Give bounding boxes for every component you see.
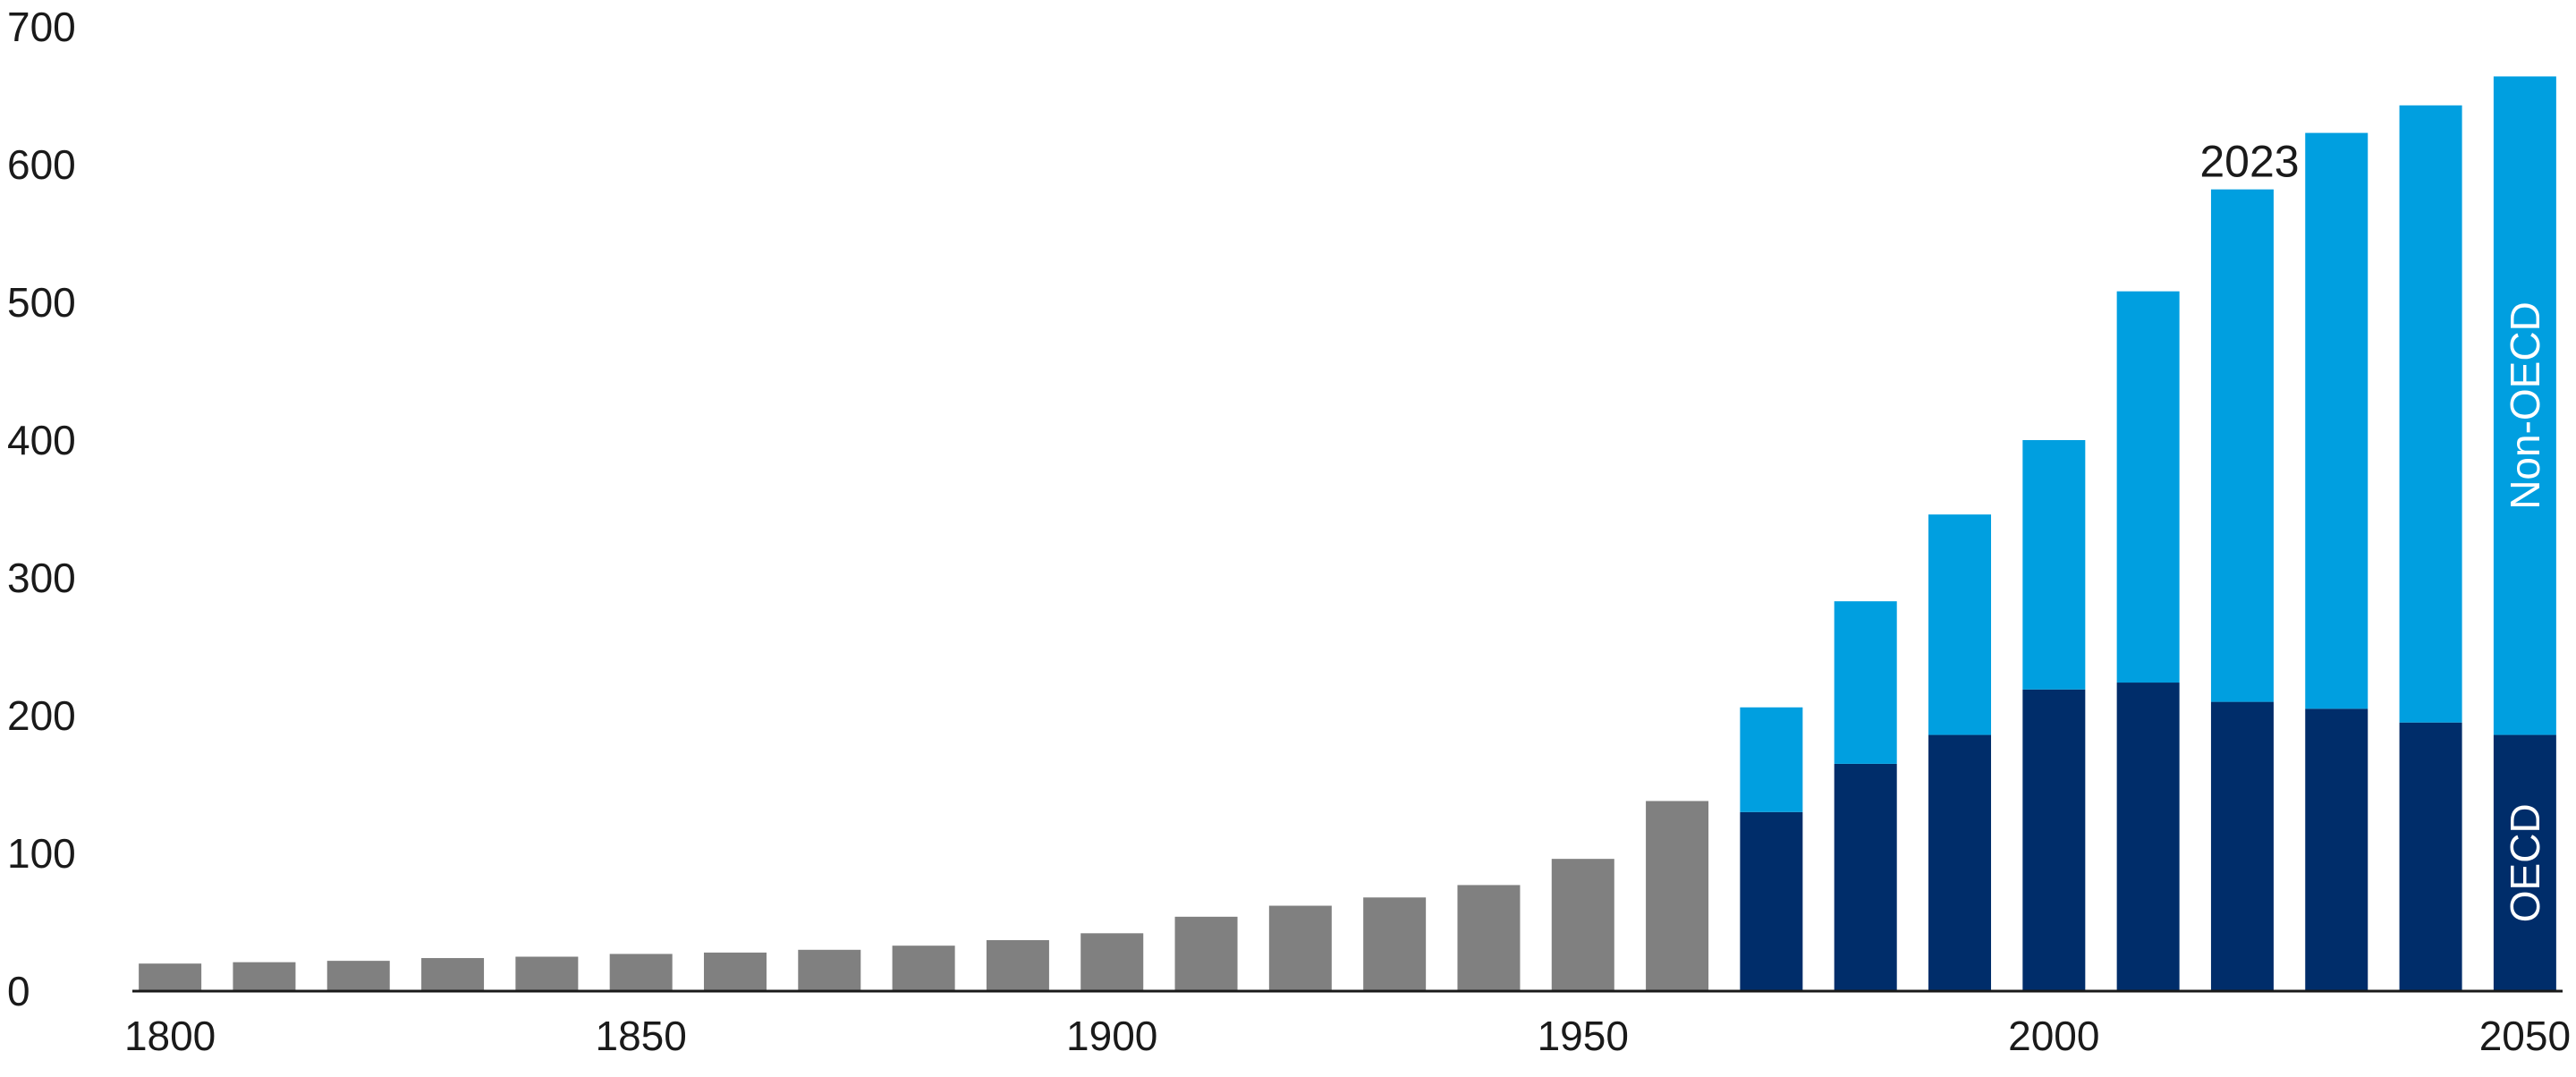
bar-historical [326, 961, 390, 991]
y-tick-label: 400 [7, 417, 76, 463]
bar-historical [609, 954, 673, 991]
bar-oecd [1834, 763, 1897, 991]
bar-historical [1080, 933, 1144, 991]
x-tick-label: 1950 [1538, 1013, 1629, 1059]
y-tick-label: 300 [7, 555, 76, 601]
annotation-2023: 2023 [2199, 137, 2299, 187]
x-tick-label: 2000 [2008, 1013, 2099, 1059]
bar-historical [703, 952, 767, 991]
bar-historical [233, 962, 296, 991]
y-tick-label: 200 [7, 692, 76, 739]
y-tick-label: 500 [7, 279, 76, 326]
bars [139, 76, 2556, 991]
x-tick-label: 1800 [124, 1013, 216, 1059]
bar-non_oecd [2399, 105, 2462, 723]
x-tick-label: 1900 [1066, 1013, 1157, 1059]
bar-oecd [2116, 683, 2180, 991]
bar-oecd [2493, 734, 2556, 991]
bar-non_oecd [2116, 291, 2180, 683]
x-tick-label: 1850 [596, 1013, 687, 1059]
y-tick-label: 700 [7, 4, 76, 50]
bar-historical [1457, 885, 1521, 991]
bar-historical [1363, 897, 1427, 991]
y-tick-label: 100 [7, 830, 76, 877]
bar-historical [1174, 916, 1238, 991]
bar-historical [986, 940, 1049, 991]
bar-historical [1646, 801, 1709, 991]
bar-oecd [2210, 701, 2274, 991]
y-tick-label: 0 [7, 968, 30, 1014]
bar-historical [421, 958, 485, 991]
x-axis-ticks: 1800 1850 1900 1950 2000 2050 [124, 1013, 2571, 1059]
x-tick-label: 2050 [2479, 1013, 2571, 1059]
bar-non_oecd [2305, 132, 2368, 709]
bar-non_oecd [1834, 601, 1897, 764]
y-tick-label: 600 [7, 141, 76, 188]
bar-non_oecd [1740, 707, 1803, 812]
bar-oecd [2022, 689, 2086, 991]
bar-historical [798, 949, 861, 991]
bar-oecd [2399, 722, 2462, 991]
series-label-oecd: OECD [2502, 803, 2548, 922]
bar-oecd [1740, 811, 1803, 991]
bar-non_oecd [2210, 189, 2274, 702]
bar-non_oecd [2022, 440, 2086, 690]
bar-historical [515, 956, 579, 991]
bar-non_oecd [2493, 76, 2556, 735]
bar-historical [139, 963, 202, 991]
series-label-non-oecd: Non-OECD [2502, 301, 2548, 510]
y-axis-ticks: 0 100 200 300 400 500 600 700 [7, 4, 76, 1014]
bar-non_oecd [1928, 514, 1992, 735]
bar-oecd [1928, 734, 1992, 991]
bar-historical [1268, 905, 1332, 991]
bar-historical [1551, 859, 1614, 991]
bar-oecd [2305, 708, 2368, 991]
bar-historical [892, 946, 955, 991]
